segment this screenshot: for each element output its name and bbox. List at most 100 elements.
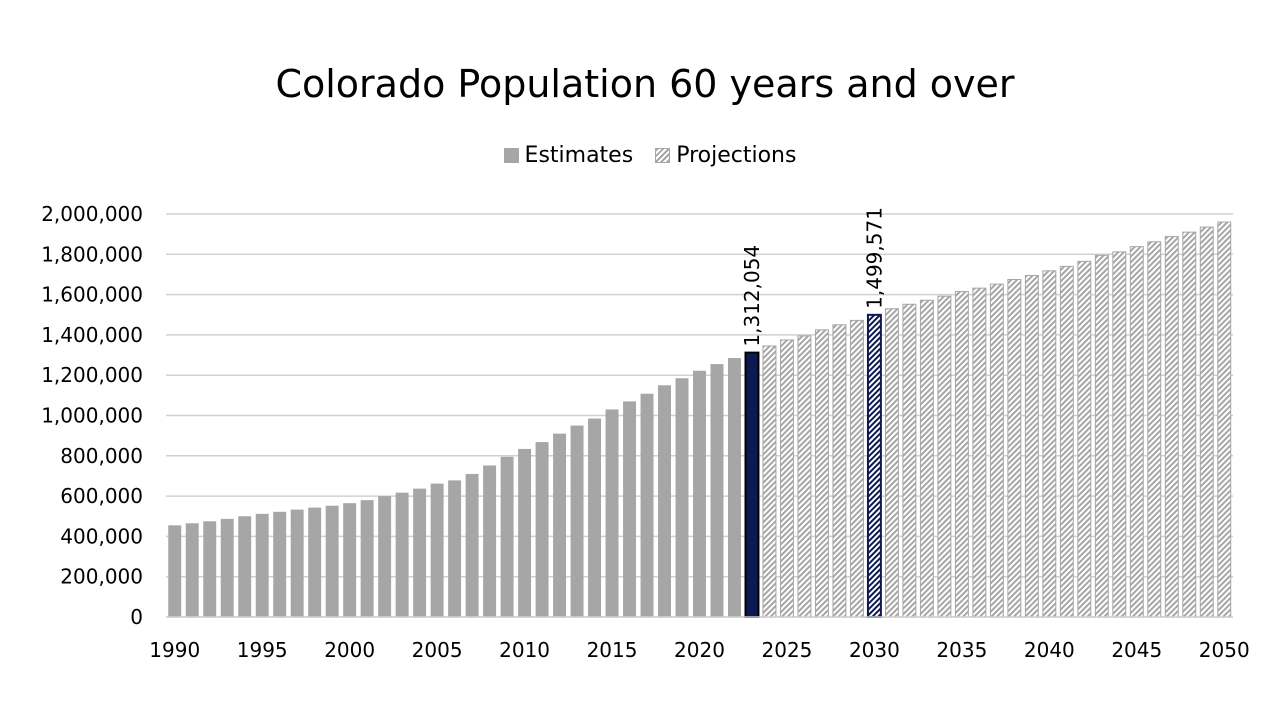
x-tick-label: 2050 bbox=[1199, 638, 1250, 662]
bar-2020 bbox=[693, 370, 706, 617]
bar-2003 bbox=[395, 492, 409, 617]
bar-2014 bbox=[588, 418, 602, 617]
data-labels: 1,312,054 1,499,571 bbox=[740, 207, 886, 347]
legend-swatch-projections bbox=[655, 148, 671, 163]
bar-2034 bbox=[937, 295, 952, 618]
y-tick-label: 1,600,000 bbox=[41, 283, 143, 307]
x-tick-label: 2005 bbox=[412, 638, 463, 662]
y-tick-label: 200,000 bbox=[60, 565, 143, 589]
x-tick-label: 2045 bbox=[1111, 638, 1162, 662]
legend-item-estimates: Estimates bbox=[503, 143, 634, 168]
bar-2038 bbox=[1007, 278, 1022, 618]
x-tick-label: 2035 bbox=[936, 638, 987, 662]
bar-1996 bbox=[273, 511, 287, 617]
x-tick-label: 2025 bbox=[762, 638, 813, 662]
x-tick-label: 1995 bbox=[237, 638, 288, 662]
y-tick-label: 800,000 bbox=[60, 444, 143, 468]
legend-label-projections: Projections bbox=[676, 143, 797, 168]
bar-2042 bbox=[1077, 260, 1092, 618]
legend-swatch-estimates bbox=[503, 148, 519, 163]
bar-1990 bbox=[168, 525, 182, 617]
bar-2046 bbox=[1147, 241, 1162, 618]
legend: Estimates Projections bbox=[0, 143, 1280, 168]
bar-2027 bbox=[814, 329, 829, 618]
bar-2009 bbox=[500, 456, 514, 617]
bar-2016 bbox=[623, 401, 637, 617]
y-tick-label: 1,000,000 bbox=[41, 404, 143, 428]
bar-2040 bbox=[1042, 270, 1057, 618]
bar-2036 bbox=[972, 287, 987, 618]
legend-label-estimates: Estimates bbox=[524, 143, 634, 168]
y-tick-label: 600,000 bbox=[60, 484, 143, 508]
bar-2011 bbox=[535, 442, 549, 617]
bar-2002 bbox=[378, 496, 392, 617]
bar-1994 bbox=[238, 516, 252, 617]
data-label-2030: 1,499,571 bbox=[862, 207, 886, 309]
bar-2004 bbox=[413, 488, 427, 617]
bar-1991 bbox=[185, 523, 199, 617]
bar-2050 bbox=[1217, 221, 1232, 618]
bar-2005 bbox=[430, 483, 444, 617]
y-tick-label: 1,800,000 bbox=[41, 242, 143, 266]
bar-2041 bbox=[1059, 265, 1074, 618]
x-tick-label: 1990 bbox=[149, 638, 200, 662]
x-tick-label: 2010 bbox=[499, 638, 550, 662]
y-tick-label: 1,200,000 bbox=[41, 363, 143, 387]
bar-2047 bbox=[1164, 236, 1179, 618]
bar-2031 bbox=[884, 308, 899, 618]
y-tick-label: 2,000,000 bbox=[41, 202, 143, 226]
bar-2021 bbox=[710, 364, 724, 617]
bar-2017 bbox=[640, 393, 654, 617]
y-tick-label: 1,400,000 bbox=[41, 323, 143, 347]
legend-item-projections: Projections bbox=[655, 143, 796, 168]
bar-2035 bbox=[954, 291, 969, 618]
bar-2008 bbox=[483, 465, 497, 617]
bar-2033 bbox=[919, 299, 934, 618]
x-tick-label: 2015 bbox=[587, 638, 638, 662]
bar-1998 bbox=[308, 507, 322, 617]
bar-2045 bbox=[1129, 246, 1144, 618]
bars bbox=[166, 221, 1233, 618]
y-axis-ticks: 0 200,000 400,000 600,000 800,000 1,000,000 1,… bbox=[41, 202, 143, 629]
bar-2007 bbox=[465, 473, 479, 617]
bar-2029 bbox=[849, 319, 864, 618]
bar-2006 bbox=[448, 480, 462, 617]
bar-2010 bbox=[518, 448, 532, 617]
bar-2024 bbox=[762, 345, 777, 618]
bar-2015 bbox=[605, 409, 619, 617]
bar-2030 bbox=[866, 313, 882, 618]
bar-2026 bbox=[797, 335, 812, 618]
y-tick-label: 400,000 bbox=[60, 524, 143, 548]
bar-2022 bbox=[728, 358, 741, 617]
chart-title: Colorado Population 60 years and over bbox=[275, 62, 1015, 106]
bar-2023 bbox=[744, 351, 760, 618]
bar-2048 bbox=[1182, 231, 1197, 618]
bar-2019 bbox=[675, 378, 689, 617]
bar-1999 bbox=[325, 505, 339, 617]
bar-2049 bbox=[1199, 226, 1214, 618]
data-label-2023: 1,312,054 bbox=[740, 245, 764, 347]
bar-2044 bbox=[1112, 251, 1127, 618]
bar-1995 bbox=[255, 513, 269, 617]
bar-1993 bbox=[220, 518, 234, 617]
x-tick-label: 2030 bbox=[849, 638, 900, 662]
bar-1992 bbox=[203, 521, 217, 617]
x-tick-label: 2000 bbox=[324, 638, 375, 662]
bar-2000 bbox=[343, 503, 357, 617]
bar-2018 bbox=[658, 385, 671, 617]
bar-2039 bbox=[1024, 274, 1039, 618]
bar-2025 bbox=[779, 339, 794, 618]
x-tick-label: 2020 bbox=[674, 638, 725, 662]
bar-2043 bbox=[1094, 254, 1109, 618]
x-axis-ticks: 1990 1995 2000 2005 2010 2015 2020 2025 2030 2035… bbox=[149, 638, 1249, 662]
bar-2001 bbox=[360, 500, 374, 617]
bar-2028 bbox=[832, 324, 847, 618]
bar-1997 bbox=[290, 509, 304, 617]
bar-2012 bbox=[553, 433, 567, 617]
bar-2013 bbox=[570, 425, 584, 617]
x-tick-label: 2040 bbox=[1024, 638, 1075, 662]
bar-2032 bbox=[902, 303, 917, 618]
bar-2037 bbox=[989, 283, 1004, 618]
y-tick-label: 0 bbox=[130, 605, 143, 629]
